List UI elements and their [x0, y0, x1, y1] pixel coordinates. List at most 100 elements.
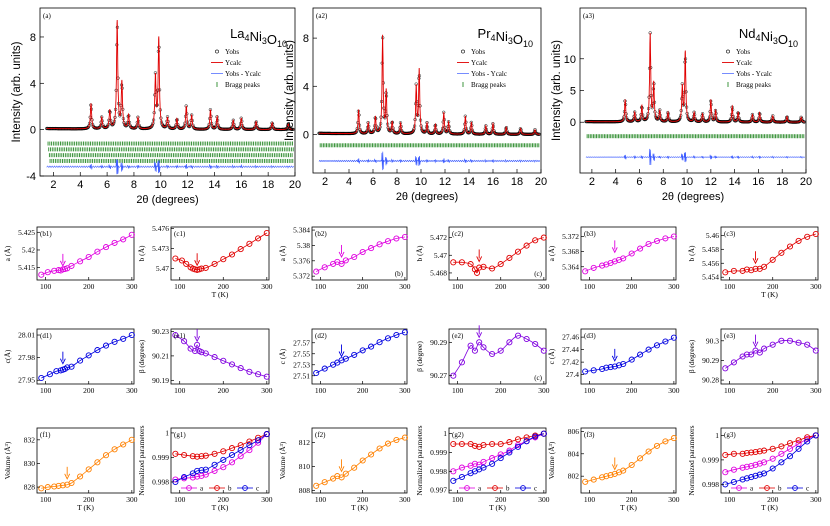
y-tick-label: 5.47 [156, 264, 169, 273]
observed-points [317, 36, 541, 136]
y-tick-label: 5.372 [562, 232, 579, 241]
bragg-peaks [319, 143, 540, 148]
plot-frame [170, 328, 270, 385]
data-point [620, 360, 627, 368]
yobs-point [410, 130, 414, 135]
y-tick-label: 5.364 [562, 262, 579, 271]
data-point [38, 485, 45, 492]
x-tick-label: 10 [155, 179, 167, 191]
panel-label: (g3) [724, 431, 736, 439]
xrd-panel-a2: 2 4 6 8 10 12 14 16 18 20 0 4 8 2θ (degrees) Intensity… [284, 7, 547, 203]
x-tick-label: 20 [535, 176, 547, 188]
data-point [611, 470, 618, 477]
data-point [653, 342, 661, 349]
difference-curve [318, 151, 541, 171]
data-point [384, 238, 392, 245]
data-point [246, 368, 253, 375]
panel-label: (g1) [174, 431, 186, 439]
data-point [637, 455, 644, 462]
y-tick-label: 5 [570, 86, 576, 98]
y-tick-label: 5.384 [293, 226, 310, 235]
data-point [85, 352, 92, 359]
legend-label: b [228, 485, 232, 493]
x-tick-label: 100 [452, 282, 464, 291]
data-point [228, 459, 236, 466]
y-tick-label: 27.98 [18, 353, 35, 362]
y-tick-label: 5.38 [297, 241, 310, 250]
transition-arrow-head [338, 351, 345, 358]
x-tick-label: 100 [724, 386, 736, 395]
yobs-point [106, 124, 110, 128]
y-tick-label: 810 [299, 462, 311, 471]
x-tick-label: 100 [40, 282, 52, 291]
plot-frame [36, 226, 135, 281]
x-tick-label: 2 [322, 176, 328, 188]
data-point [812, 230, 819, 238]
x-tick-label: 300 [261, 282, 273, 291]
yobs-point [677, 118, 681, 122]
y-tick-label: 8 [30, 32, 36, 44]
y-tick-label: 1 [715, 431, 719, 440]
panel-b2: 100 200 300 5.372 5.376 5.38 5.384 a (Å) (b2) (b) [278, 226, 411, 291]
data-point [645, 240, 652, 248]
y-tick-label: 5.368 [562, 247, 579, 256]
x-tick-label: 2 [589, 176, 595, 188]
y-tick-label: 5.42 [22, 245, 35, 254]
x-tick-label: 300 [538, 495, 550, 504]
x-axis-label: T (K) [761, 503, 778, 512]
x-axis-label: T (K) [212, 290, 229, 299]
data-point [480, 441, 487, 449]
transition-arrow-head [194, 336, 201, 343]
plot-frame [311, 427, 408, 494]
data-point [795, 437, 802, 444]
data-point [68, 479, 75, 487]
y-tick-label: 0.998 [702, 480, 719, 489]
data-point [752, 461, 759, 468]
data-point [255, 371, 262, 378]
data-point [46, 371, 53, 378]
data-point [653, 237, 661, 245]
data-point [471, 347, 478, 354]
data-point [376, 241, 383, 248]
yobs-point [285, 126, 289, 130]
y-axis-label: β (degree) [415, 341, 424, 372]
y-tick-label: 0.997 [430, 486, 447, 495]
data-point [368, 343, 375, 350]
data-point [342, 355, 349, 362]
panel-label: (d2) [315, 332, 327, 340]
x-tick-label: 200 [83, 282, 95, 291]
y-axis-label: a (Å) [3, 245, 12, 261]
y-tick-label: 5.47 [434, 251, 447, 260]
panel-label: (c3) [724, 230, 736, 238]
panel-label: (f3) [584, 431, 595, 439]
x-tick-label: 200 [767, 386, 779, 395]
data-point [756, 448, 763, 455]
data-point [85, 466, 92, 473]
x-tick-label: 200 [357, 495, 369, 504]
y-axis-label: c (Å) [278, 348, 287, 364]
legend-label: c [534, 485, 537, 493]
y-tick-label: 27.55 [293, 349, 310, 358]
x-tick-label: 200 [357, 282, 369, 291]
data-point [189, 474, 196, 481]
x-tick-label: 200 [495, 495, 507, 504]
data-point [523, 434, 530, 441]
xrd-panel-a3: 2 4 6 8 10 12 14 16 18 20 0 5 10 2θ (degrees) Intensit… [551, 7, 812, 203]
data-point [514, 332, 522, 339]
y-tick-label: 0 [303, 129, 309, 141]
legend-marker [242, 485, 248, 491]
data-point [722, 469, 729, 476]
data-point [77, 357, 84, 364]
data-point [532, 237, 539, 244]
data-point [730, 466, 737, 473]
data-point [228, 451, 236, 459]
data-point [489, 460, 496, 467]
x-tick-label: 12 [439, 176, 451, 188]
data-point [497, 440, 504, 448]
data-point [467, 261, 474, 268]
y-axis-label: β (degrees) [137, 339, 146, 373]
legend-label: b [778, 485, 782, 493]
y-tick-label: 5.415 [18, 263, 35, 272]
panel-label: (f2) [315, 431, 326, 439]
data-point [255, 437, 262, 444]
